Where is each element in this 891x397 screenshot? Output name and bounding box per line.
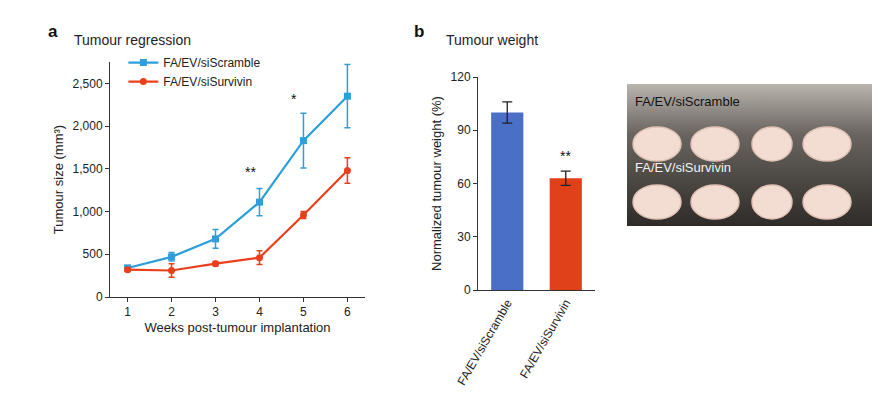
svg-text:500: 500 <box>83 247 103 261</box>
svg-text:b: b <box>414 22 424 41</box>
svg-text:FA/EV/siSurvivin: FA/EV/siSurvivin <box>635 160 731 175</box>
svg-text:FA/EV/siSurvivin: FA/EV/siSurvivin <box>163 75 252 89</box>
svg-text:Tumour regression: Tumour regression <box>74 32 191 48</box>
svg-text:1: 1 <box>124 305 131 319</box>
svg-text:**: ** <box>560 148 571 164</box>
svg-text:FA/EV/siScramble: FA/EV/siScramble <box>163 56 260 70</box>
svg-text:2,000: 2,000 <box>73 119 103 133</box>
svg-text:90: 90 <box>457 123 471 137</box>
svg-text:0: 0 <box>464 283 471 297</box>
svg-text:FA/EV/siScramble: FA/EV/siScramble <box>635 94 740 109</box>
svg-text:1,500: 1,500 <box>73 162 103 176</box>
svg-text:3: 3 <box>212 305 219 319</box>
svg-text:a: a <box>48 22 58 41</box>
svg-text:2,500: 2,500 <box>73 77 103 91</box>
svg-text:2: 2 <box>168 305 175 319</box>
svg-text:Weeks post-tumour implantation: Weeks post-tumour implantation <box>144 320 330 335</box>
svg-text:120: 120 <box>451 70 471 84</box>
svg-text:*: * <box>291 91 297 107</box>
svg-text:60: 60 <box>457 177 471 191</box>
svg-text:6: 6 <box>344 305 351 319</box>
svg-text:FA/EV/siSurvivin: FA/EV/siSurvivin <box>517 297 573 381</box>
svg-text:Normalized tumour weight (%): Normalized tumour weight (%) <box>429 96 444 271</box>
svg-text:4: 4 <box>256 305 263 319</box>
svg-text:0: 0 <box>96 290 103 304</box>
svg-text:30: 30 <box>457 230 471 244</box>
svg-text:Tumour weight: Tumour weight <box>446 32 538 48</box>
svg-text:FA/EV/siScramble: FA/EV/siScramble <box>455 297 516 388</box>
svg-text:**: ** <box>245 164 256 180</box>
svg-text:5: 5 <box>300 305 307 319</box>
svg-text:Tumour size (mm³): Tumour size (mm³) <box>51 125 66 234</box>
svg-text:1,000: 1,000 <box>73 205 103 219</box>
